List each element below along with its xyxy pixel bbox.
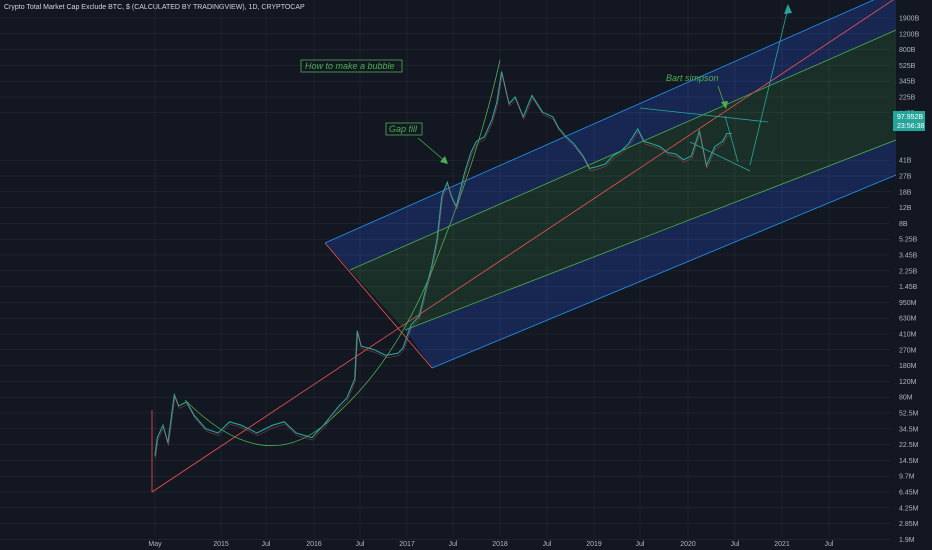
- y-tick-label: 800B: [899, 47, 916, 54]
- price-series: [154, 71, 732, 456]
- y-axis[interactable]: 1900B1200B800B525B345B225B145B41B27B18B1…: [899, 16, 920, 550]
- y-tick-label: 1200B: [899, 31, 920, 38]
- channel-inner-lower-line: [404, 139, 897, 331]
- y-tick-label: 22.5M: [899, 442, 919, 449]
- annotation-bubble-box: [300, 59, 403, 73]
- x-tick-label: Jul: [543, 541, 552, 548]
- x-tick-label: Jul: [731, 541, 740, 548]
- bart-drop-line: [724, 115, 739, 163]
- last-price-tag-box: [893, 111, 925, 131]
- y-tick-label: 27B: [899, 174, 912, 181]
- annotation-gap-fill-text: Gap fill: [389, 124, 418, 134]
- channel-upper-line: [324, 0, 875, 244]
- annotation-bubble-text: How to make a bubble: [305, 61, 395, 71]
- y-tick-label: 52.5M: [899, 411, 919, 418]
- channel-lower-band: [405, 140, 896, 368]
- x-tick-label: 2021: [774, 541, 790, 548]
- annotation-bubble[interactable]: How to make a bubble: [300, 59, 403, 73]
- y-tick-label: 1.45B: [899, 284, 918, 291]
- y-tick-label: 12B: [899, 205, 912, 212]
- x-tick-label: 2017: [399, 541, 415, 548]
- last-price-tag: 97.952B 23:56:38: [893, 111, 925, 131]
- y-tick-label: 525B: [899, 63, 916, 70]
- x-tick-label: 2016: [306, 541, 322, 548]
- channel-lower-line: [431, 174, 897, 369]
- y-tick-label: 950M: [899, 300, 917, 307]
- y-tick-label: 34.5M: [899, 426, 919, 433]
- x-tick-label: Jul: [636, 541, 645, 548]
- channel-middle-band: [350, 30, 896, 330]
- y-tick-label: 270M: [899, 347, 917, 354]
- countdown-label: 23:56:38: [897, 123, 924, 130]
- y-tick-label: 4.25M: [899, 505, 919, 512]
- y-tick-label: 410M: [899, 332, 917, 339]
- y-tick-label: 120M: [899, 379, 917, 386]
- channel-inner-upper-line: [349, 29, 897, 271]
- y-tick-label: 18B: [899, 189, 912, 196]
- x-tick-label: 2018: [492, 541, 508, 548]
- regression-midline: [151, 0, 894, 493]
- regression-channel[interactable]: [324, 0, 897, 369]
- gap-fill-arrow-head: [440, 156, 448, 164]
- bart-bottom-line: [689, 141, 751, 172]
- annotation-gap-fill-box: [385, 122, 423, 136]
- channel-upper-band: [325, 0, 896, 270]
- grid: [0, 0, 890, 540]
- y-tick-label: 225B: [899, 95, 916, 102]
- chart-title: Crypto Total Market Cap Exclude BTC, $ (…: [4, 4, 305, 11]
- y-tick-label: 2.25B: [899, 268, 918, 275]
- annotation-gap-fill[interactable]: Gap fill: [385, 122, 423, 136]
- price-series-shadow: [155, 74, 733, 459]
- y-tick-label: 14.5M: [899, 458, 919, 465]
- last-price-label: 97.952B: [897, 114, 923, 121]
- y-tick-label: 345B: [899, 79, 916, 86]
- bart-up-line: [749, 7, 789, 166]
- bart-up-arrow-head: [784, 4, 792, 14]
- y-tick-label: 5.25B: [899, 237, 918, 244]
- x-tick-label: Jul: [262, 541, 271, 548]
- y-tick-label: 41B: [899, 158, 912, 165]
- bart-arrow-head: [721, 101, 728, 109]
- bart-top-line: [639, 107, 769, 123]
- annotation-bart-simpson-text: Bart simpson: [666, 73, 719, 83]
- y-tick-label: 630M: [899, 316, 917, 323]
- x-tick-label: May: [148, 541, 162, 548]
- y-tick-label: 180M: [899, 363, 917, 370]
- annotation-bart-simpson[interactable]: Bart simpson: [666, 73, 719, 83]
- y-tick-label: 3.45B: [899, 253, 918, 260]
- y-tick-label: 6.45M: [899, 490, 919, 497]
- y-tick-label: 80M: [899, 395, 913, 402]
- x-tick-label: 2020: [680, 541, 696, 548]
- y-tick-label: 1900B: [899, 16, 920, 23]
- drawings[interactable]: [151, 0, 896, 493]
- x-tick-label: 2019: [586, 541, 602, 548]
- bubble-curve: [184, 59, 501, 447]
- price-series-group[interactable]: [154, 71, 733, 459]
- y-tick-label: 8B: [899, 221, 908, 228]
- y-tick-label: 2.85M: [899, 521, 919, 528]
- x-axis[interactable]: May 2015 Jul 2016 Jul 2017 Jul 2018 Jul 2019 Jul 20…: [148, 541, 834, 548]
- channel-left-edge: [324, 242, 433, 369]
- y-tick-label: 1.9M: [899, 537, 915, 544]
- x-tick-label: Jul: [825, 541, 834, 548]
- gap-fill-arrow-line: [417, 137, 447, 163]
- y-tick-label: 9.7M: [899, 474, 915, 481]
- x-tick-label: 2015: [213, 541, 229, 548]
- x-tick-label: Jul: [356, 541, 365, 548]
- x-tick-label: Jul: [449, 541, 458, 548]
